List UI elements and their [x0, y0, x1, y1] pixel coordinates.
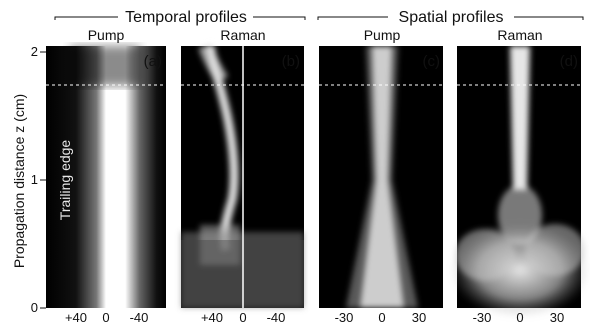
panel-b-xtick-1: +40 [201, 310, 223, 325]
temporal-group-header: Temporal profiles [54, 9, 306, 26]
panel-a-letter: (a) [144, 53, 162, 70]
y-tick-0: 0 [31, 300, 38, 315]
y-axis-label: Propagation distance z (cm) [11, 94, 27, 268]
trailing-edge-label: Trailing edge [57, 140, 73, 221]
y-tick-2: 2 [31, 44, 38, 59]
temporal-profiles-title: Temporal profiles [125, 9, 247, 26]
x-tick-labels: +40 0 -40 +40 0 -40 -30 0 30 -30 0 30 [65, 310, 564, 325]
panel-b-xtick-2: 0 [239, 310, 246, 325]
spatial-group-header: Spatial profiles [317, 9, 584, 26]
y-tick-1: 1 [31, 172, 38, 187]
panel-d-xtick-3: 30 [550, 310, 564, 325]
panel-c-letter: (c) [423, 53, 441, 70]
panel-a: (a) Trailing edge [46, 46, 166, 308]
panel-d-title: Raman [497, 27, 542, 43]
panel-a-xtick-3: -40 [130, 310, 149, 325]
panel-d-xtick-2: 0 [516, 310, 523, 325]
spatial-profiles-title: Spatial profiles [399, 9, 504, 26]
panel-c-xtick-1: -30 [335, 310, 354, 325]
panel-c-xtick-2: 0 [378, 310, 385, 325]
panel-d-xtick-1: -30 [473, 310, 492, 325]
panel-a-xtick-2: 0 [102, 310, 109, 325]
panel-b-letter: (b) [282, 53, 300, 70]
panel-b-xtick-3: -40 [267, 310, 286, 325]
panel-c-title: Pump [364, 27, 401, 43]
panel-d: (d) [450, 46, 590, 318]
panel-a-xtick-1: +40 [65, 310, 87, 325]
panel-c-xtick-3: 30 [412, 310, 426, 325]
panel-b: (b) [181, 43, 304, 308]
panel-a-title: Pump [88, 27, 125, 43]
panel-b-title: Raman [220, 27, 265, 43]
panel-d-letter: (d) [560, 53, 578, 70]
panel-c: (c) [319, 46, 443, 308]
